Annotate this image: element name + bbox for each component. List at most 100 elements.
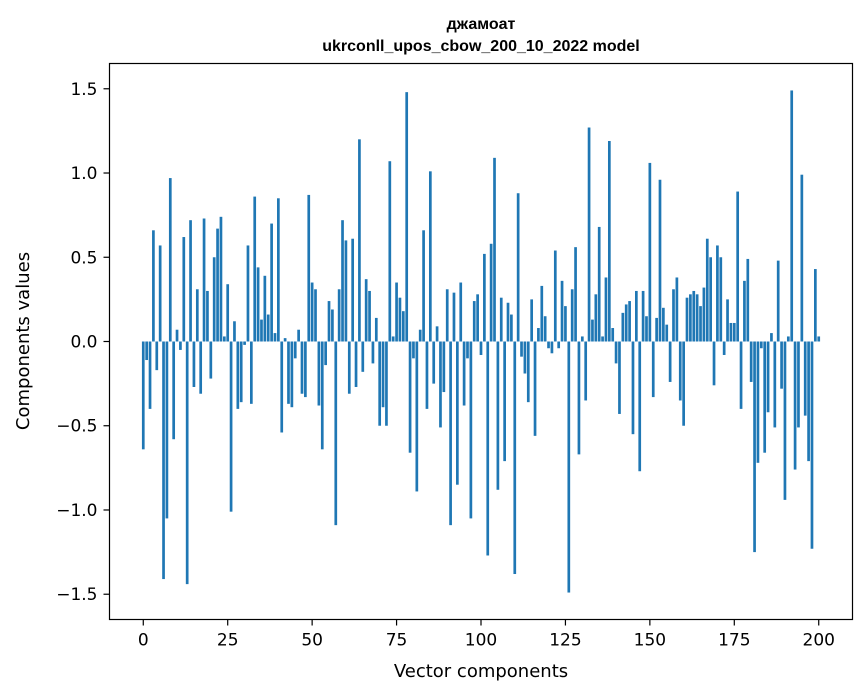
bar (469, 341, 473, 519)
bar (412, 341, 415, 359)
y-tick-label: 1.0 (70, 164, 97, 184)
bar (526, 341, 530, 403)
bar (212, 257, 216, 342)
bar (206, 290, 209, 342)
bar (496, 341, 500, 490)
bar (314, 289, 317, 342)
bar (570, 289, 574, 342)
bar (462, 341, 466, 406)
bar (331, 309, 334, 342)
bar (682, 341, 685, 426)
bar (442, 341, 446, 393)
bar (378, 341, 382, 426)
bar (756, 341, 760, 463)
bar (371, 341, 375, 364)
bar (432, 341, 436, 384)
bar (253, 196, 257, 342)
bar (689, 294, 692, 342)
bar (148, 341, 152, 409)
bar (780, 341, 783, 389)
bar (459, 282, 463, 342)
bar (162, 341, 165, 580)
bar (483, 253, 486, 342)
bar (628, 301, 631, 342)
bar (368, 290, 371, 342)
bar (277, 198, 280, 342)
bar (523, 341, 527, 374)
bar (678, 341, 682, 401)
bar (520, 341, 523, 357)
bar (344, 240, 348, 342)
bar (479, 341, 483, 355)
bar (577, 341, 581, 455)
bar (651, 341, 655, 398)
bar (324, 341, 327, 366)
bar (621, 312, 625, 342)
bar (591, 319, 594, 342)
bar (712, 341, 716, 386)
bar (290, 341, 294, 408)
bar (550, 341, 554, 354)
bar-series (141, 90, 821, 593)
bar (418, 329, 422, 342)
bar (513, 341, 517, 575)
bar (364, 279, 368, 342)
bar (810, 341, 814, 549)
bar (287, 341, 290, 404)
x-tick-label: 150 (634, 631, 666, 651)
bar (374, 317, 378, 342)
chart-title: джамоат (447, 16, 516, 33)
bar (753, 341, 756, 553)
bar (611, 328, 615, 342)
bar (557, 341, 561, 349)
bar (732, 322, 736, 342)
bar (226, 284, 230, 342)
bar (229, 341, 233, 512)
bar (638, 341, 642, 472)
y-tick-label: −0.5 (56, 417, 97, 437)
bar (726, 299, 729, 342)
bar (337, 289, 341, 342)
bar (560, 280, 564, 342)
bar (662, 307, 665, 342)
bar (499, 297, 503, 342)
bar (175, 329, 179, 342)
y-tick-label: 1.5 (70, 80, 97, 100)
bar (239, 341, 243, 403)
bar (391, 336, 395, 342)
bar (351, 238, 355, 342)
bar (729, 322, 733, 342)
bar (564, 306, 567, 342)
y-tick-label: 0.0 (70, 333, 97, 353)
x-tick-label: 175 (718, 631, 750, 651)
bar (243, 341, 246, 345)
bar (692, 290, 696, 342)
bar (195, 289, 199, 342)
bar (152, 230, 155, 342)
bar (398, 297, 402, 342)
bar (817, 336, 821, 342)
bar (415, 341, 419, 492)
bar (584, 341, 588, 401)
bar (770, 333, 773, 342)
bar (236, 341, 240, 409)
bar (158, 245, 162, 342)
y-tick-label: 0.5 (70, 248, 97, 268)
bar (597, 226, 601, 342)
bar (385, 341, 388, 426)
chart-subtitle: ukrconll_upos_cbow_200_10_2022 model (322, 38, 639, 55)
bar (361, 341, 365, 372)
bar (672, 289, 675, 342)
bar (449, 341, 452, 526)
bar (320, 341, 324, 450)
bar (553, 250, 557, 342)
plot-frame (108, 62, 854, 621)
bar (155, 341, 159, 371)
bar (307, 194, 311, 342)
bar (273, 333, 277, 342)
bar (439, 341, 442, 428)
bar (266, 314, 270, 342)
y-tick-label: −1.0 (56, 501, 97, 521)
bar (759, 341, 763, 349)
bar (456, 341, 459, 485)
